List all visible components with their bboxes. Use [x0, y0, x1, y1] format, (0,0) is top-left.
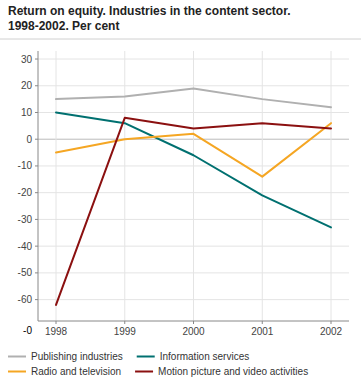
- chart: Return on equity. Industries in the cont…: [0, 0, 361, 387]
- tick-label-x: 2002: [320, 326, 343, 337]
- legend-item: Information services: [137, 351, 249, 362]
- legend-label: Radio and television: [31, 366, 121, 377]
- axes: 30 20 10 0 -10 -20 -30 -40 -50 -60 1998 1999 2000 200…: [18, 51, 349, 337]
- tick-label-y: 0: [26, 134, 32, 145]
- series-line: [56, 123, 331, 176]
- tick-label-y: -40: [18, 241, 33, 252]
- tick-label-y: -60: [18, 294, 33, 305]
- tick-label-x: 2000: [182, 326, 205, 337]
- legend-swatch: [135, 371, 153, 373]
- grid-line-x: [124, 51, 125, 321]
- legend-item: Publishing industries: [8, 351, 123, 362]
- grid-line-x: [56, 51, 57, 321]
- legend-label: Information services: [160, 351, 249, 362]
- tick-label-y: 30: [21, 54, 33, 65]
- tick-label-x: 1998: [45, 326, 68, 337]
- axis-x: [38, 321, 349, 322]
- axis-y: [38, 51, 39, 321]
- legend-item: Radio and television: [8, 366, 121, 377]
- legend-label: Motion picture and video activities: [158, 366, 308, 377]
- tick-label-y: 10: [21, 107, 33, 118]
- grid-line-x: [331, 51, 332, 321]
- tick-label-y: 20: [21, 80, 33, 91]
- tick-label-y: -20: [18, 187, 33, 198]
- legend-swatch: [137, 356, 155, 358]
- legend-label: Publishing industries: [31, 351, 123, 362]
- grid: [38, 51, 349, 321]
- series-line: [56, 112, 331, 227]
- series-line: [56, 88, 331, 107]
- grid-line-x: [262, 51, 263, 321]
- legend-swatch: [8, 371, 26, 373]
- grid-line-x: [193, 51, 194, 321]
- title: Return on equity. Industries in the cont…: [8, 4, 290, 33]
- background: [0, 0, 361, 387]
- title-line: Return on equity. Industries in the cont…: [8, 4, 290, 18]
- annotation: -0: [23, 325, 32, 336]
- tick-label-x: 2001: [251, 326, 274, 337]
- tick-label-x: 1999: [114, 326, 137, 337]
- series-line: [56, 118, 331, 305]
- separator: [0, 39, 361, 40]
- tick-label-y: -30: [18, 214, 33, 225]
- series-lines: [56, 88, 331, 305]
- tick-label-y: -10: [18, 160, 33, 171]
- tick-label-y: -50: [18, 267, 33, 278]
- legend-swatch: [8, 356, 26, 358]
- legend: Publishing industries Information service…: [8, 351, 308, 377]
- title-line: 1998-2002. Per cent: [8, 19, 119, 33]
- legend-item: Motion picture and video activities: [135, 366, 308, 377]
